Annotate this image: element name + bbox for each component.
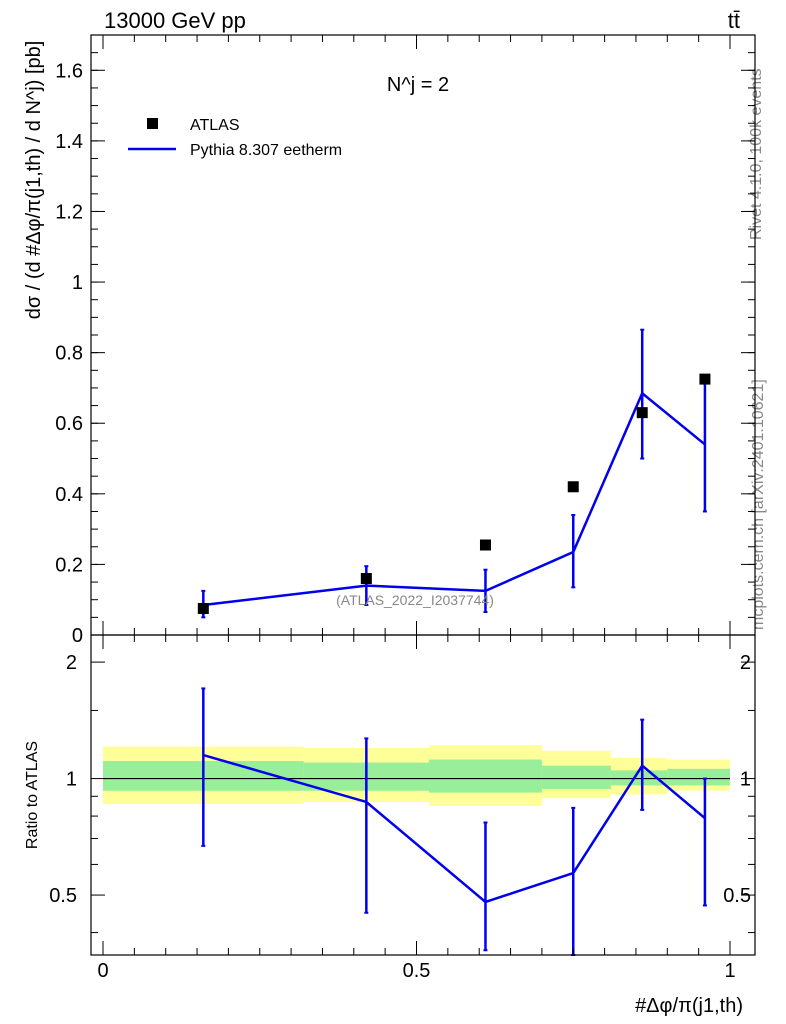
uncertainty-band-green [429,759,542,793]
main-y-tick-label: 1.6 [55,60,83,82]
main-y-tick-label: 0.4 [55,484,83,506]
ratio-x-tick-label: 1 [724,960,735,982]
uncertainty-band-green [541,765,611,789]
ratio-plot-content [103,687,730,956]
main-y-tick-label: 1.2 [55,201,83,223]
main-title: N^j = 2 [387,74,449,96]
x-axis-label: #Δφ/π(j1,th) [635,995,743,1017]
rivet-label: Rivet 4.1.0, 100k events [748,68,765,240]
watermark-label: (ATLAS_2022_I2037744) [336,592,494,608]
uncertainty-band-green [667,768,730,786]
main-y-tick-label: 0 [72,625,83,647]
ratio-frame [90,634,756,956]
atlas-marker [699,373,711,385]
atlas-marker [197,603,209,615]
main-panel: 0 0.2 0.4 0.6 0.8 1 1.2 1.4 1.6 N^j = 2 (ATLAS_2… [23,34,756,647]
ratio-y-tick-label: 0.5 [49,885,77,907]
main-plot-content [197,328,711,619]
main-y-tick-label: 0.6 [55,413,83,435]
atlas-marker [636,407,648,419]
legend-pythia-label: Pythia 8.307 eetherm [190,142,342,159]
legend: ATLAS Pythia 8.307 eetherm [128,117,342,159]
ratio-axes: 0.5 0.5 1 1 2 2 0 0.5 1 [49,635,755,982]
ratio-y-tick-label-right: 1 [740,769,751,791]
mcplots-label: mcplots.cern.ch [arXiv:2401.10621] [750,379,767,630]
atlas-marker [479,539,491,551]
atlas-marker [360,573,372,585]
ratio-y-tick-label-right: 2 [740,652,751,674]
legend-atlas-marker [147,118,158,129]
ratio-y-tick-label: 2 [66,652,77,674]
main-y-tick-label: 0.2 [55,554,83,576]
pythia-line [203,391,706,607]
main-y-tick-label: 0.8 [55,343,83,365]
main-axes: 0 0.2 0.4 0.6 0.8 1 1.2 1.4 1.6 [55,34,755,647]
ratio-x-tick-label: 0 [97,960,108,982]
atlas-marker [567,481,579,493]
legend-atlas-label: ATLAS [190,117,240,134]
ratio-line [202,753,706,904]
ratio-y-tick-label-right: 0.5 [723,885,751,907]
ratio-x-tick-label: 0.5 [403,960,431,982]
main-y-tick-label: 1.4 [55,131,83,153]
ratio-y-tick-label: 1 [66,769,77,791]
process-label: tt̄ [728,8,740,33]
main-y-axis-label: dσ / (d #Δφ/π(j1,th) / d N^j) [pb] [23,41,45,320]
ratio-panel: 0.5 0.5 1 1 2 2 0 0.5 1 Ratio to ATLAS #Δφ/π(j1,… [24,634,756,1017]
energy-label: 13000 GeV pp [104,8,246,33]
ratio-y-axis-label: Ratio to ATLAS [24,741,41,849]
main-y-tick-label: 1 [72,272,83,294]
